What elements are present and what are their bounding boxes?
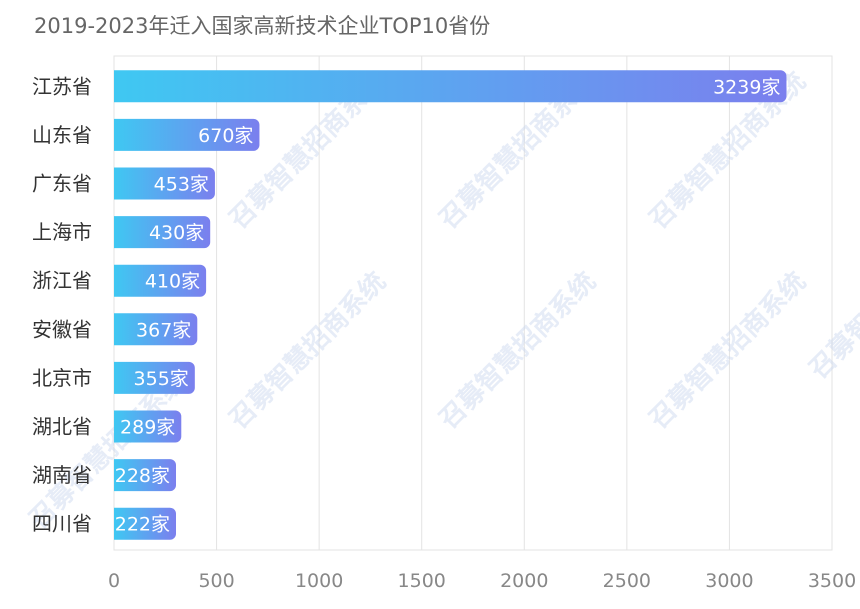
category-label: 湖南省 <box>32 463 92 487</box>
bar <box>114 118 260 151</box>
x-tick-label: 0 <box>108 570 120 592</box>
data-label: 3239家 <box>713 76 780 98</box>
x-tick-label: 1000 <box>295 570 343 592</box>
data-label: 289家 <box>120 417 175 439</box>
category-label: 上海市 <box>32 220 92 244</box>
x-tick-label: 2500 <box>603 570 651 592</box>
data-label: 222家 <box>115 514 170 536</box>
x-tick-label: 500 <box>198 570 234 592</box>
bar <box>114 507 176 540</box>
watermark-text: 召募智慧招商系统 <box>223 266 392 435</box>
category-label: 江苏省 <box>32 74 92 98</box>
x-tick-label: 3500 <box>808 570 856 592</box>
category-label: 浙江省 <box>32 269 92 293</box>
data-label: 367家 <box>136 319 191 341</box>
data-label: 410家 <box>145 271 200 293</box>
bar <box>114 313 198 346</box>
bar <box>114 167 215 200</box>
watermark-text: 召募智慧招商系统 <box>433 266 602 435</box>
x-tick-label: 2000 <box>500 570 548 592</box>
bar <box>114 459 176 492</box>
category-label: 四川省 <box>32 512 92 536</box>
category-label: 广东省 <box>32 172 92 196</box>
category-label: 安徽省 <box>32 317 92 341</box>
bar <box>114 410 182 443</box>
data-label: 453家 <box>154 174 209 196</box>
x-tick-label: 1500 <box>398 570 446 592</box>
category-label: 湖北省 <box>32 415 92 439</box>
bar <box>114 264 207 297</box>
chart-title: 2019-2023年迁入国家高新技术企业TOP10省份 <box>34 14 491 38</box>
x-tick-label: 3000 <box>705 570 753 592</box>
data-label: 430家 <box>149 222 204 244</box>
watermark-text: 召募智慧招商系统 <box>643 266 812 435</box>
data-label: 228家 <box>115 465 170 487</box>
category-label: 山东省 <box>32 123 92 147</box>
bar <box>114 361 195 394</box>
bar <box>114 70 787 103</box>
data-label: 355家 <box>134 368 189 390</box>
bar <box>114 216 211 249</box>
data-label: 670家 <box>198 125 253 147</box>
category-label: 北京市 <box>32 366 92 390</box>
